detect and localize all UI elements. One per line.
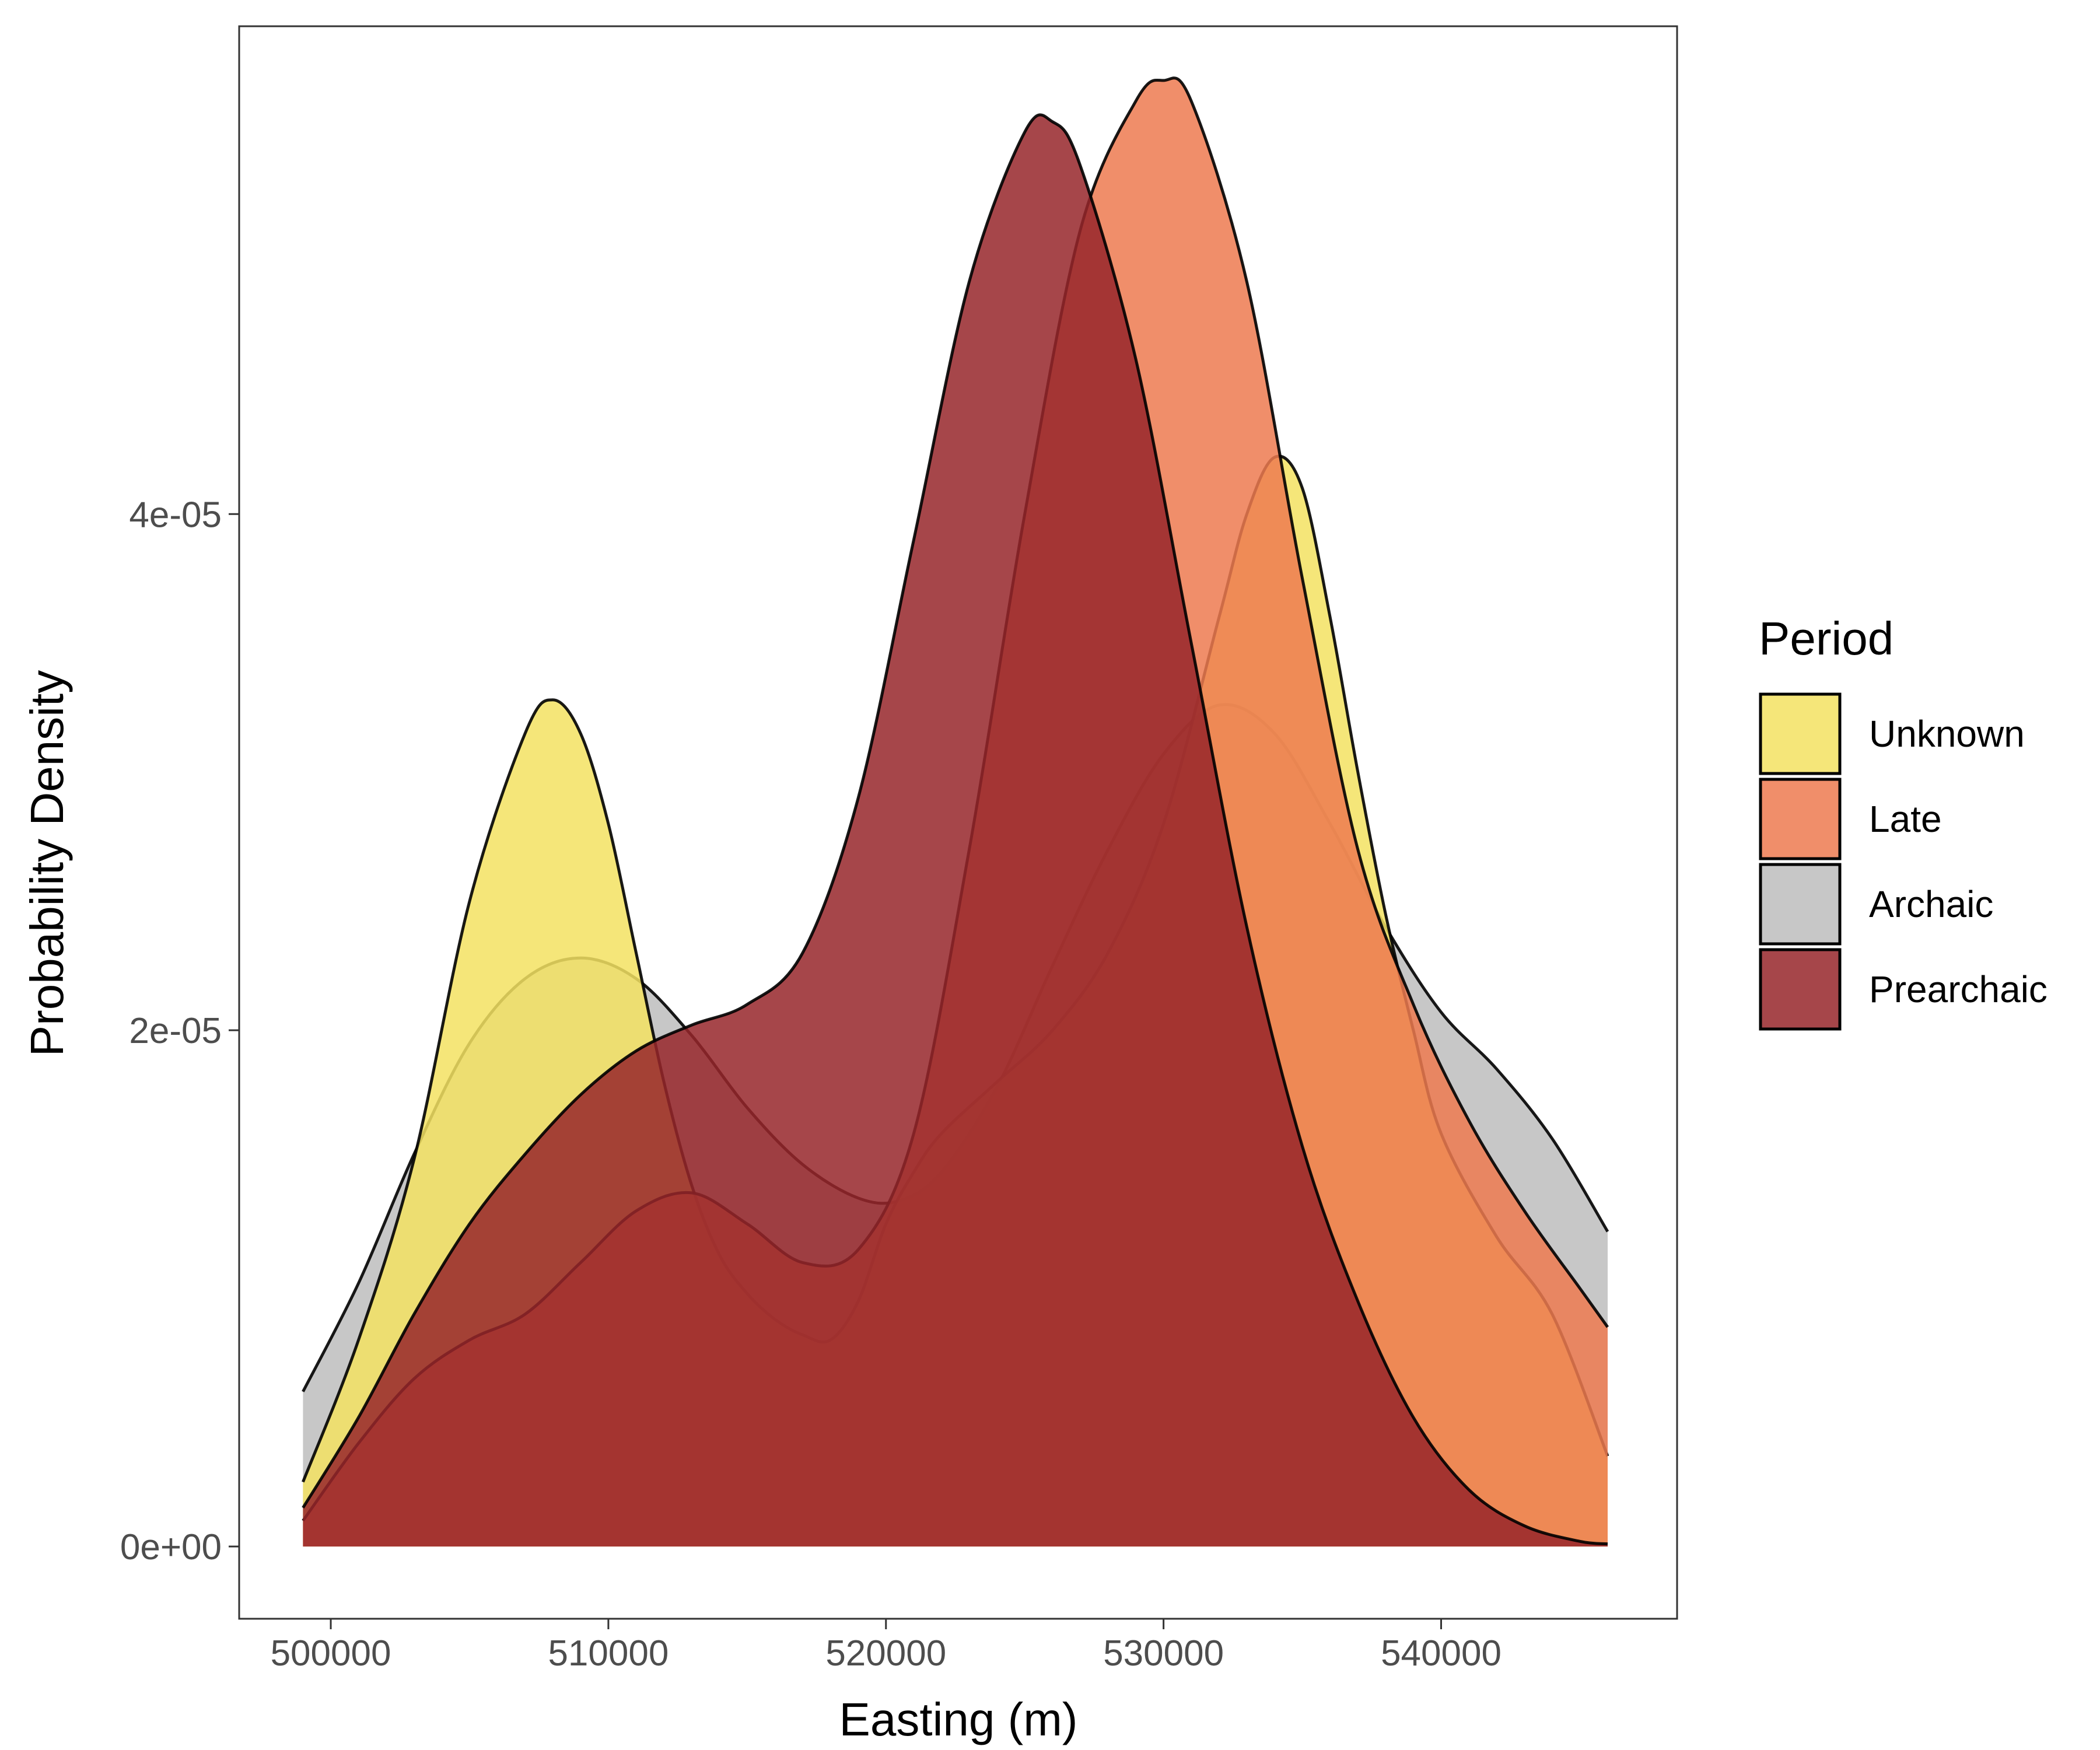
legend: Period Unknown Late Archaic Prearchaic xyxy=(1759,612,2048,1031)
axis-layer: 500000 510000 520000 530000 540000 0e+00 2e-05… xyxy=(120,495,1502,1674)
legend-key-unknown xyxy=(1759,692,1842,775)
legend-label-prearchaic: Prearchaic xyxy=(1869,968,2048,1010)
legend-key-archaic xyxy=(1759,863,1842,946)
x-tick-label: 530000 xyxy=(1103,1633,1224,1674)
legend-key-late xyxy=(1759,778,1842,860)
x-axis-title: Easting (m) xyxy=(839,1693,1078,1745)
y-tick-label: 4e-05 xyxy=(129,495,222,535)
x-tick-label: 510000 xyxy=(548,1633,668,1674)
y-axis-title: Probability Density xyxy=(21,670,73,1057)
y-tick-label: 0e+00 xyxy=(120,1527,222,1567)
x-tick-label: 540000 xyxy=(1381,1633,1502,1674)
legend-title: Period xyxy=(1759,612,1894,664)
density-line-prearchaic xyxy=(302,113,1608,1546)
legend-label-unknown: Unknown xyxy=(1869,713,2025,755)
density-area-prearchaic xyxy=(303,114,1608,1547)
legend-label-late: Late xyxy=(1869,798,1942,840)
legend-items: Unknown Late Archaic Prearchaic xyxy=(1759,692,2048,1031)
series-layer xyxy=(302,76,1609,1547)
plot-panel-border xyxy=(238,25,1678,1620)
x-tick-label: 500000 xyxy=(271,1633,391,1674)
legend-key-prearchaic xyxy=(1759,948,1842,1031)
y-tick-label: 2e-05 xyxy=(129,1011,222,1051)
legend-label-archaic: Archaic xyxy=(1869,883,1993,925)
x-tick-label: 520000 xyxy=(825,1633,946,1674)
